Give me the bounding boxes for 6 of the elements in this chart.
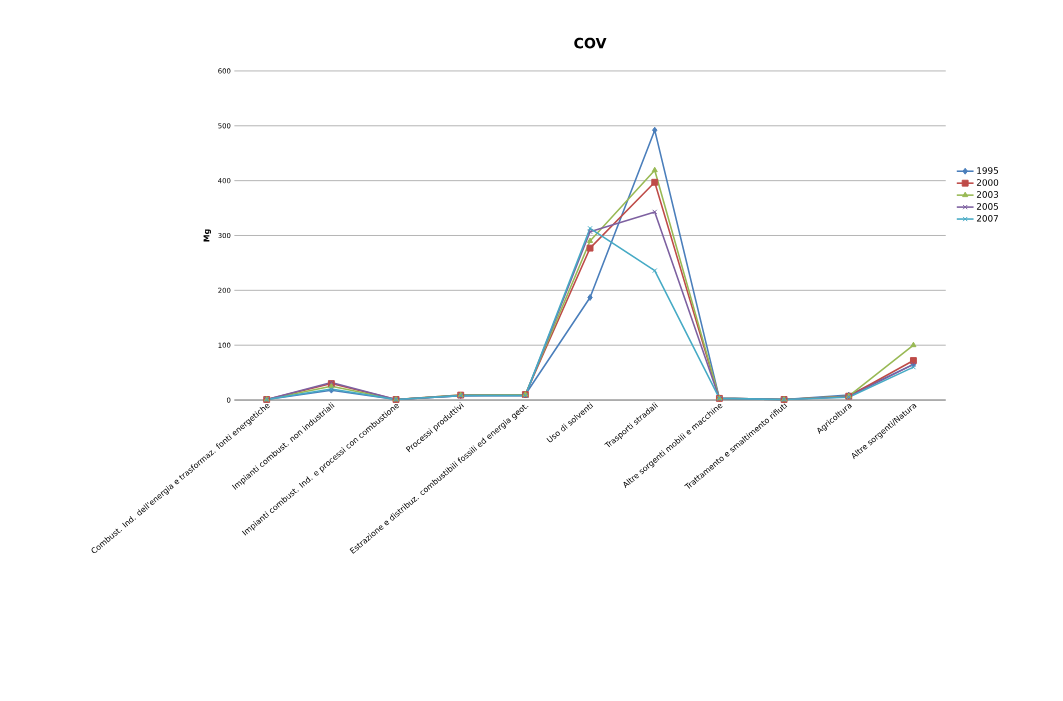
- legend-label: 2003: [976, 191, 999, 199]
- legend-label: 2005: [976, 203, 999, 210]
- legend-label: 2007: [976, 215, 999, 222]
- legend-label: 2000: [976, 179, 999, 187]
- legend-label: 1995: [977, 167, 999, 175]
- chart-title: COV: [574, 37, 607, 49]
